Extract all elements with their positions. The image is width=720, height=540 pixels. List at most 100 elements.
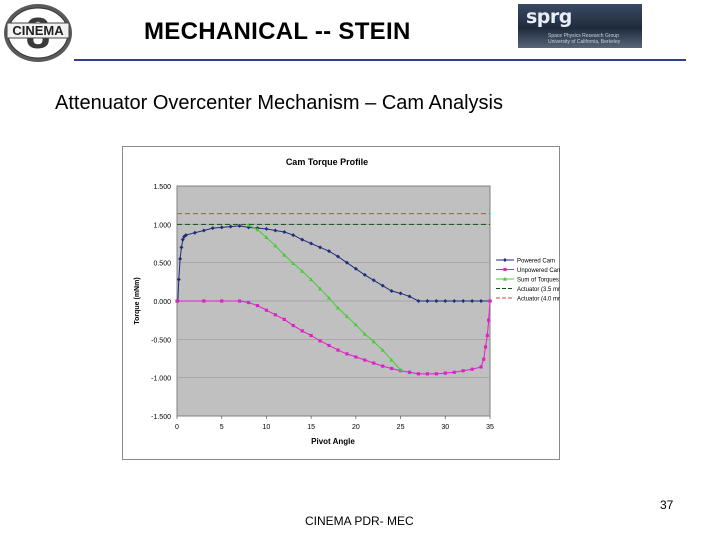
data-point [327,343,331,348]
data-point [175,299,179,303]
data-point [318,245,323,250]
data-point [246,222,251,227]
data-point [179,245,184,250]
y-tick-label: -0.500 [151,337,171,344]
data-point [336,348,340,352]
data-point [282,230,287,234]
data-point [219,225,224,230]
data-point [416,372,421,376]
data-point [398,367,403,372]
x-tick-label: 30 [441,424,449,431]
data-point [300,268,305,273]
data-point [503,276,507,281]
chart-title: Cam Torque Profile [286,157,368,167]
x-tick-label: 25 [397,424,405,431]
data-point [487,318,491,322]
data-point [238,299,242,303]
data-point [192,230,197,235]
data-point [345,352,349,356]
data-point [354,355,358,359]
x-axis-label: Pivot Angle [311,437,355,446]
cinema-logo: 8 CINEMA [4,4,72,62]
data-point [443,371,447,375]
data-point [389,289,394,294]
data-point [318,339,322,343]
data-point [291,261,296,266]
data-point [273,228,278,233]
data-point [178,256,183,261]
data-point [485,333,489,338]
x-tick-label: 20 [352,424,360,431]
data-point [264,235,269,239]
data-point [309,277,314,282]
x-tick-label: 0 [175,424,179,431]
data-point [380,283,385,288]
data-point [353,266,358,271]
x-tick-label: 35 [486,424,494,431]
data-point [300,329,304,333]
data-point [362,272,367,277]
cam-torque-chart: Cam Torque Profile 1.500 1.000 0.500 0.000 -… [122,146,560,460]
data-point [503,258,507,262]
data-point [237,223,242,228]
data-point [264,308,269,312]
data-point [202,299,206,303]
data-point [327,295,332,300]
data-point [483,345,488,349]
data-point [264,226,269,231]
data-point [363,358,367,362]
data-point [300,237,305,242]
data-point [371,278,376,283]
data-point [176,277,181,282]
slide-title: MECHANICAL -- STEIN [144,18,411,45]
y-axis-label: Torque (mNm) [134,277,141,324]
cinema-logo-text: CINEMA [12,23,64,38]
data-point [291,323,295,328]
data-point [390,366,394,371]
data-point [470,299,475,303]
sprg-line1: Space Physics Research Group [548,33,619,39]
data-point [407,294,412,299]
page-number: 37 [660,498,674,512]
data-point [407,370,412,374]
data-point [210,226,215,231]
data-point [273,243,278,248]
legend-label: Unpowered Cam [517,268,560,274]
legend-label: Actuator (4.0 mm) [517,297,560,303]
data-point [309,333,313,338]
data-point [335,305,340,310]
sprg-wordmark: sprg [526,6,572,28]
data-point [246,225,251,230]
data-point [461,299,466,303]
data-point [228,224,233,229]
data-point [327,249,332,254]
x-tick-label: 10 [263,424,271,431]
data-point [479,365,483,369]
x-tick-label: 15 [307,424,315,431]
data-point [488,299,492,303]
data-point [434,299,439,303]
data-point [183,233,188,238]
header-rule [74,59,686,61]
data-point [344,314,349,318]
data-point [425,372,429,376]
legend-label: Actuator (3.5 mm) [517,287,560,293]
series-powered-cam [175,223,492,303]
data-point [381,364,385,368]
data-point [452,370,456,374]
y-tick-label: 1.000 [153,222,171,229]
data-point [309,241,314,246]
data-point [434,372,438,376]
chart-legend: Powered Cam Unpowered Cam Sum of Torques Ac… [496,258,560,303]
data-point [416,299,421,303]
data-point [344,260,349,265]
data-point [371,339,376,344]
series-unpowered-cam [175,299,492,376]
legend-label: Powered Cam [517,259,555,265]
data-point [255,304,260,308]
data-point [318,286,323,291]
data-point [443,299,448,303]
data-point [246,300,251,305]
data-point [180,237,185,242]
sprg-logo: sprg Space Physics Research Group Univer… [518,4,642,48]
